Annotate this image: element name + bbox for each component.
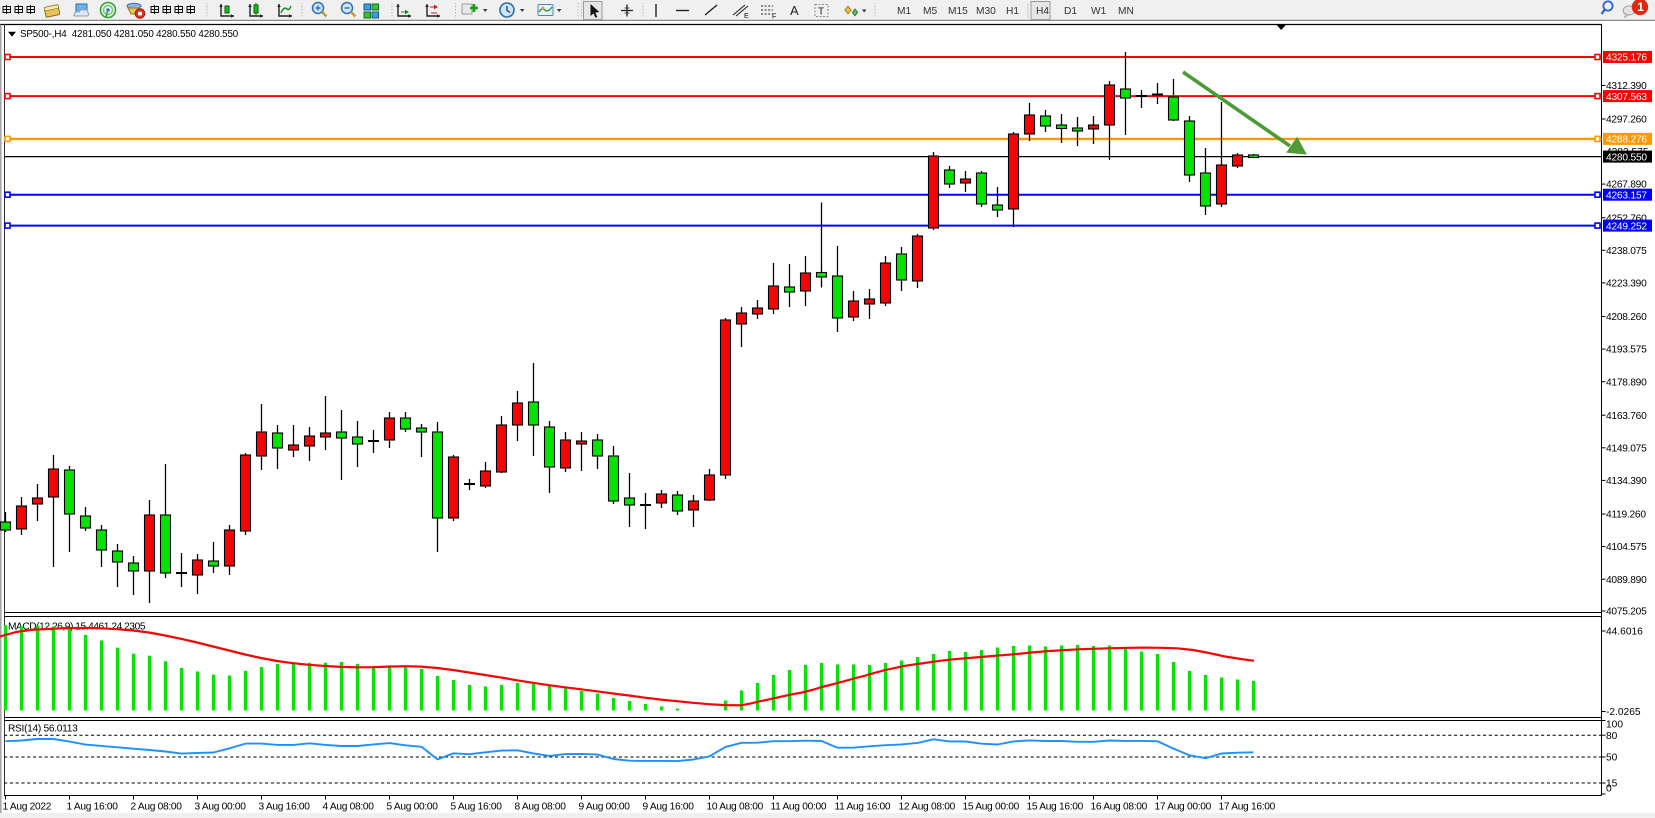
svg-text:4238.075: 4238.075: [1606, 246, 1647, 257]
svg-text:F: F: [772, 14, 776, 21]
svg-text:12 Aug 08:00: 12 Aug 08:00: [899, 802, 956, 813]
svg-text:4089.890: 4089.890: [1606, 575, 1647, 586]
svg-text:4 Aug 08:00: 4 Aug 08:00: [323, 802, 375, 813]
svg-text:4280.550: 4280.550: [1606, 152, 1647, 163]
svg-text:M15: M15: [948, 6, 968, 17]
svg-text:15 Aug 16:00: 15 Aug 16:00: [1027, 802, 1084, 813]
svg-text:4193.575: 4193.575: [1606, 345, 1647, 356]
svg-text:E: E: [744, 13, 749, 20]
svg-text:16 Aug 08:00: 16 Aug 08:00: [1091, 802, 1148, 813]
svg-text:50: 50: [1606, 753, 1618, 764]
svg-text:4263.157: 4263.157: [1606, 190, 1647, 201]
svg-text:10 Aug 08:00: 10 Aug 08:00: [707, 802, 764, 813]
svg-text:4104.575: 4104.575: [1606, 542, 1647, 553]
svg-text:H1: H1: [1006, 6, 1019, 17]
svg-text:8 Aug 08:00: 8 Aug 08:00: [515, 802, 567, 813]
svg-text:80: 80: [1606, 731, 1618, 742]
svg-text:4325.176: 4325.176: [1606, 53, 1647, 64]
svg-text:4134.390: 4134.390: [1606, 476, 1647, 487]
svg-text:2 Aug 08:00: 2 Aug 08:00: [131, 802, 183, 813]
svg-text:4163.760: 4163.760: [1606, 411, 1647, 422]
svg-text:15: 15: [1606, 779, 1618, 790]
svg-text:-2.0265: -2.0265: [1606, 707, 1641, 718]
svg-text:MN: MN: [1118, 6, 1134, 17]
svg-text:T: T: [818, 7, 824, 18]
svg-text:15 Aug 00:00: 15 Aug 00:00: [963, 802, 1020, 813]
svg-text:4307.563: 4307.563: [1606, 92, 1647, 103]
svg-text:4312.390: 4312.390: [1606, 81, 1647, 92]
svg-text:H4: H4: [1036, 6, 1049, 17]
svg-text:17 Aug 00:00: 17 Aug 00:00: [1155, 802, 1212, 813]
svg-text:9 Aug 00:00: 9 Aug 00:00: [579, 802, 631, 813]
svg-text:1 Aug 2022: 1 Aug 2022: [3, 802, 52, 813]
svg-text:11 Aug 00:00: 11 Aug 00:00: [771, 802, 827, 813]
svg-text:44.6016: 44.6016: [1606, 627, 1643, 638]
svg-text:W1: W1: [1091, 6, 1107, 17]
svg-text:1 Aug 16:00: 1 Aug 16:00: [67, 802, 119, 813]
svg-text:1: 1: [1637, 0, 1644, 14]
svg-text:4223.390: 4223.390: [1606, 279, 1647, 290]
svg-text:100: 100: [1606, 720, 1623, 731]
svg-text:5 Aug 00:00: 5 Aug 00:00: [387, 802, 439, 813]
svg-text:4288.276: 4288.276: [1606, 135, 1647, 146]
svg-text:4267.890: 4267.890: [1606, 180, 1647, 191]
svg-text:3 Aug 00:00: 3 Aug 00:00: [195, 802, 247, 813]
svg-text:4252.760: 4252.760: [1606, 213, 1647, 224]
svg-text:M30: M30: [976, 6, 996, 17]
svg-text:SP500-,H4 4281.050 4281.050 4: SP500-,H4 4281.050 4281.050 4280.550 428…: [20, 29, 239, 40]
svg-text:M1: M1: [897, 6, 911, 17]
svg-text:4208.260: 4208.260: [1606, 312, 1647, 323]
svg-text:4075.205: 4075.205: [1606, 607, 1647, 618]
svg-text:M5: M5: [923, 6, 937, 17]
svg-text:9 Aug 16:00: 9 Aug 16:00: [643, 802, 695, 813]
svg-text:4178.890: 4178.890: [1606, 377, 1647, 388]
svg-text:17 Aug 16:00: 17 Aug 16:00: [1219, 802, 1276, 813]
svg-text:4119.260: 4119.260: [1606, 510, 1646, 521]
svg-text:RSI(14) 56.0113: RSI(14) 56.0113: [8, 724, 78, 735]
svg-text:4297.260: 4297.260: [1606, 115, 1647, 126]
svg-text:5 Aug 16:00: 5 Aug 16:00: [451, 802, 503, 813]
svg-text:11 Aug 16:00: 11 Aug 16:00: [835, 802, 891, 813]
svg-text:D1: D1: [1064, 6, 1077, 17]
svg-text:3 Aug 16:00: 3 Aug 16:00: [259, 802, 311, 813]
svg-text:4249.252: 4249.252: [1606, 221, 1647, 232]
svg-text:A: A: [790, 3, 799, 18]
svg-text:0: 0: [1606, 784, 1612, 795]
svg-text:4149.075: 4149.075: [1606, 443, 1647, 454]
